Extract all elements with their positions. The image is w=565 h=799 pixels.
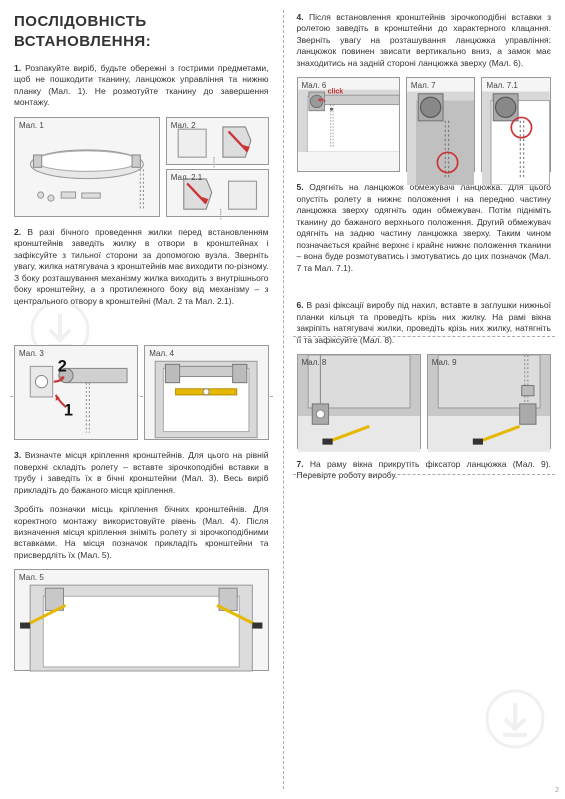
vertical-divider: [283, 10, 284, 789]
figure-9: Мал. 9: [427, 354, 551, 449]
figure-1-svg: [15, 118, 159, 221]
figure-8: Мал. 8: [297, 354, 421, 449]
step-4-text: 4. Після встановлення кронштейнів зірочк…: [297, 12, 552, 69]
watermark-right: [485, 689, 545, 749]
anno-1: 1: [64, 401, 73, 419]
step-5-text: 5. Одягніть на ланцюжок обмежувачі ланцю…: [297, 182, 552, 274]
fig-label-5: Мал. 5: [19, 573, 44, 583]
fig-label-1: Мал. 1: [19, 121, 44, 131]
anno-2: 2: [58, 358, 67, 376]
fig-label-7: Мал. 7: [411, 81, 436, 91]
figure-4-svg: [145, 346, 267, 443]
step-6-text: 6. В разі фіксації виробу під нахил, вст…: [297, 300, 552, 346]
figure-7-1: Мал. 7.1: [481, 77, 551, 172]
left-column: ПОСЛІДОВНІСТЬ ВСТАНОВЛЕННЯ: 1. Розпакуйт…: [0, 0, 283, 799]
horizontal-divider-right-1: [293, 336, 556, 337]
page-title: ПОСЛІДОВНІСТЬ ВСТАНОВЛЕННЯ:: [14, 12, 269, 51]
figure-8-svg: [298, 355, 420, 452]
figure-1: Мал. 1: [14, 117, 160, 217]
fig-label-4: Мал. 4: [149, 349, 174, 359]
figure-4: Мал. 4: [144, 345, 268, 440]
figure-7-svg: [407, 78, 475, 185]
step-2-text: 2. В разі бічного проведення жилки перед…: [14, 227, 269, 307]
figure-9-svg: [428, 355, 550, 452]
step-3b-text: Зробіть позначки місць кріплення бічних …: [14, 504, 269, 561]
fig-label-9: Мал. 9: [432, 358, 457, 368]
horizontal-divider-right-2: [293, 474, 556, 475]
figure-5: Мал. 5: [14, 569, 269, 671]
figure-71-svg: [482, 78, 550, 185]
click-label: click: [327, 89, 343, 96]
figure-5-svg: [15, 570, 267, 676]
figure-2-1: Мал. 2.1: [166, 169, 269, 217]
fig-label-8: Мал. 8: [302, 358, 327, 368]
fig-label-3: Мал. 3: [19, 349, 44, 359]
step-3a-text: 3. Визначте місця кріплення кронштейнів.…: [14, 450, 269, 496]
figure-7: Мал. 7: [406, 77, 476, 172]
figure-3-svg: 1 2: [15, 346, 137, 443]
step-7-text: 7. На раму вікна прикрутіть фіксатор лан…: [297, 459, 552, 482]
fig-label-71: Мал. 7.1: [486, 81, 517, 91]
figure-2: Мал. 2: [166, 117, 269, 165]
fig-label-21: Мал. 2.1: [171, 173, 202, 183]
figure-6: Мал. 6 click: [297, 77, 400, 172]
page-number: 2: [555, 786, 559, 795]
step-1-text: 1. Розпакуйте виріб, будьте обережні з г…: [14, 63, 269, 109]
right-column: 4. Після встановлення кронштейнів зірочк…: [283, 0, 565, 799]
fig-label-2: Мал. 2: [171, 121, 196, 131]
fig-label-6: Мал. 6: [302, 81, 327, 91]
figure-3: Мал. 3 1 2: [14, 345, 138, 440]
